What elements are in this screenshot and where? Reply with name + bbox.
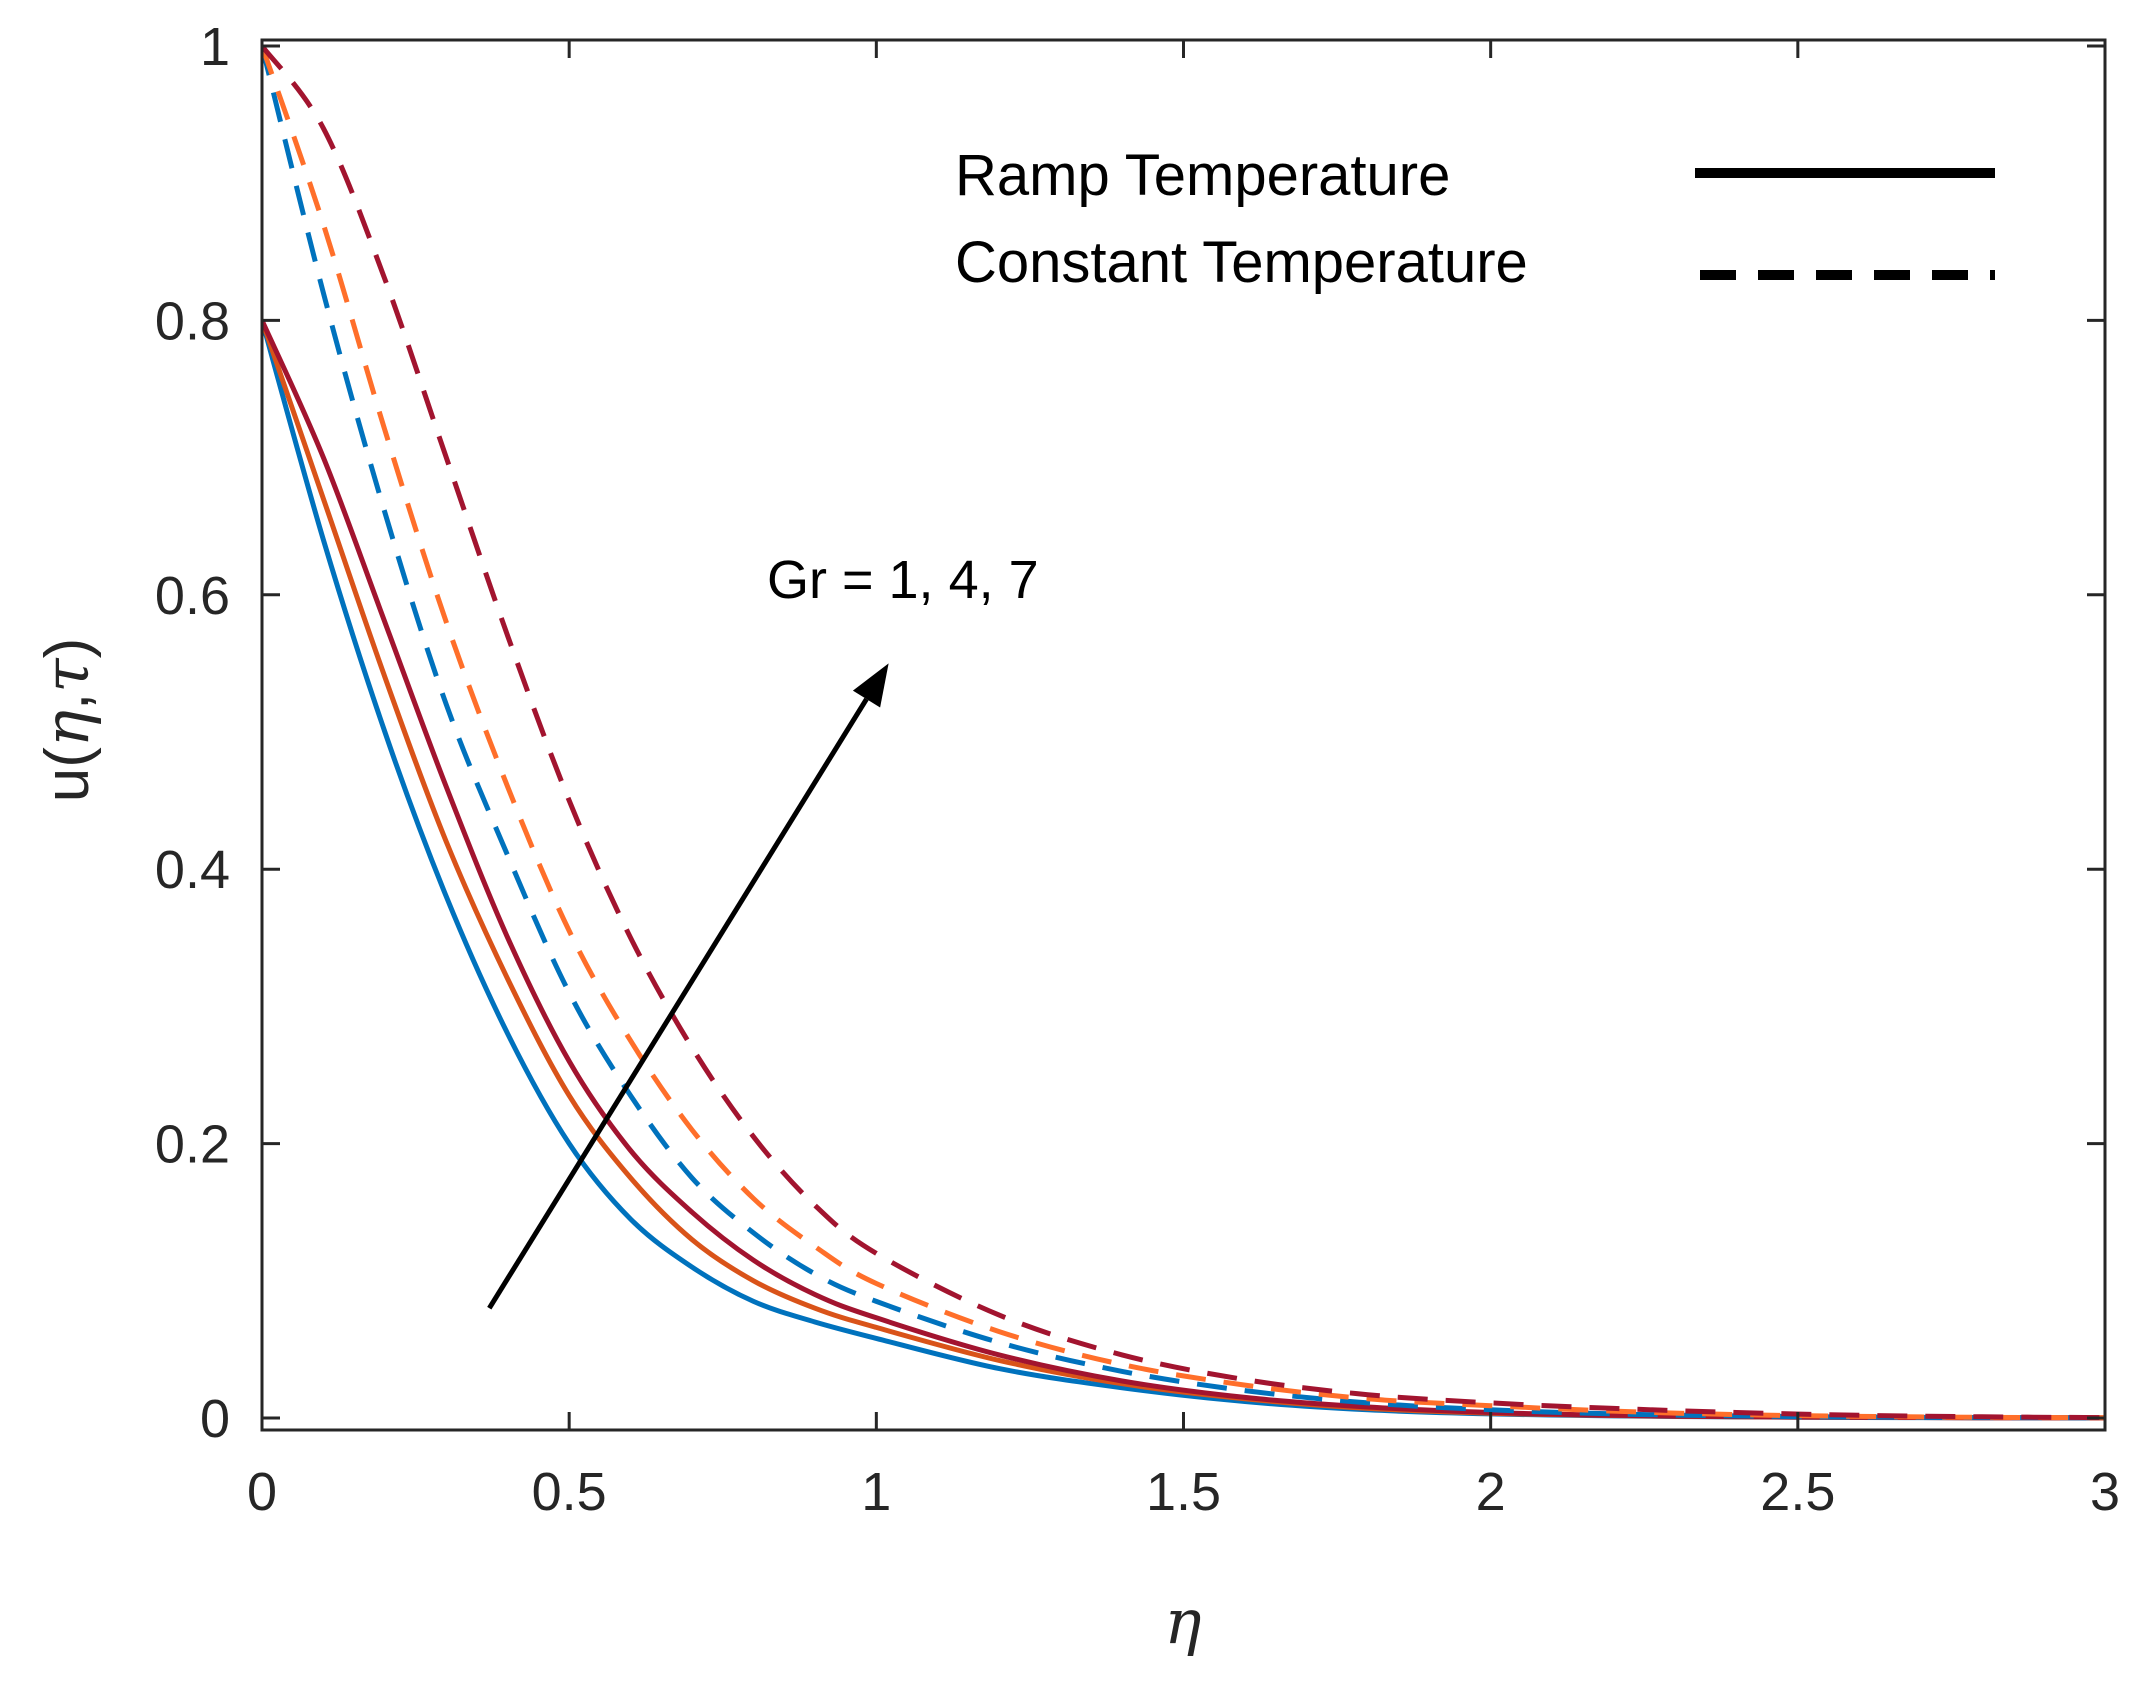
annotation-arrow: [487, 697, 869, 1310]
legend: Ramp Temperature Constant Temperature: [955, 143, 1995, 295]
y-tick-label: 0.6: [155, 566, 230, 626]
annotation-text: Gr = 1, 4, 7: [767, 550, 1039, 610]
legend-label-ramp: Ramp Temperature: [955, 143, 1450, 208]
y-tick-label: 0.2: [155, 1115, 230, 1175]
y-tick-label: 0: [200, 1389, 230, 1449]
y-tick-label: 1: [200, 17, 230, 77]
x-tick-label: 1.5: [1146, 1462, 1221, 1522]
y-tick-label: 0.4: [155, 840, 230, 900]
y-tick-label: 0.8: [155, 291, 230, 351]
x-tick-label: 2: [1476, 1462, 1506, 1522]
x-tick-label: 0: [247, 1462, 277, 1522]
x-tick-label: 1: [861, 1462, 891, 1522]
constant-temperature-series-3: [262, 45, 2105, 1421]
x-tick-label: 3: [2090, 1462, 2120, 1522]
y-axis-label-prefix: u(: [33, 747, 102, 802]
y-axis-label-tau: τ: [30, 657, 103, 693]
y-axis-label-eta: η: [30, 710, 103, 747]
constant-temperature-series-4: [262, 45, 2105, 1421]
x-axis-label: η: [1164, 1585, 1201, 1658]
x-tick-label: 2.5: [1760, 1462, 1835, 1522]
annotation: Gr = 1, 4, 7: [487, 550, 1039, 1310]
tick-labels: 0 0.5 1 1.5 2 2.5 3 0 0.2 0.4 0.6 0.8 1: [155, 17, 2120, 1522]
y-axis-label-suffix: ): [33, 638, 102, 659]
annotation-arrowhead: [852, 663, 889, 708]
axes-layer: [260, 38, 2107, 1432]
x-tick-label: 0.5: [532, 1462, 607, 1522]
y-axis-label-comma: ,: [33, 693, 102, 710]
y-axis-label: u(η,τ): [30, 638, 103, 803]
legend-label-constant: Constant Temperature: [955, 230, 1528, 295]
series-layer: [262, 44, 2105, 1421]
constant-temperature-series-5: [262, 44, 2105, 1421]
